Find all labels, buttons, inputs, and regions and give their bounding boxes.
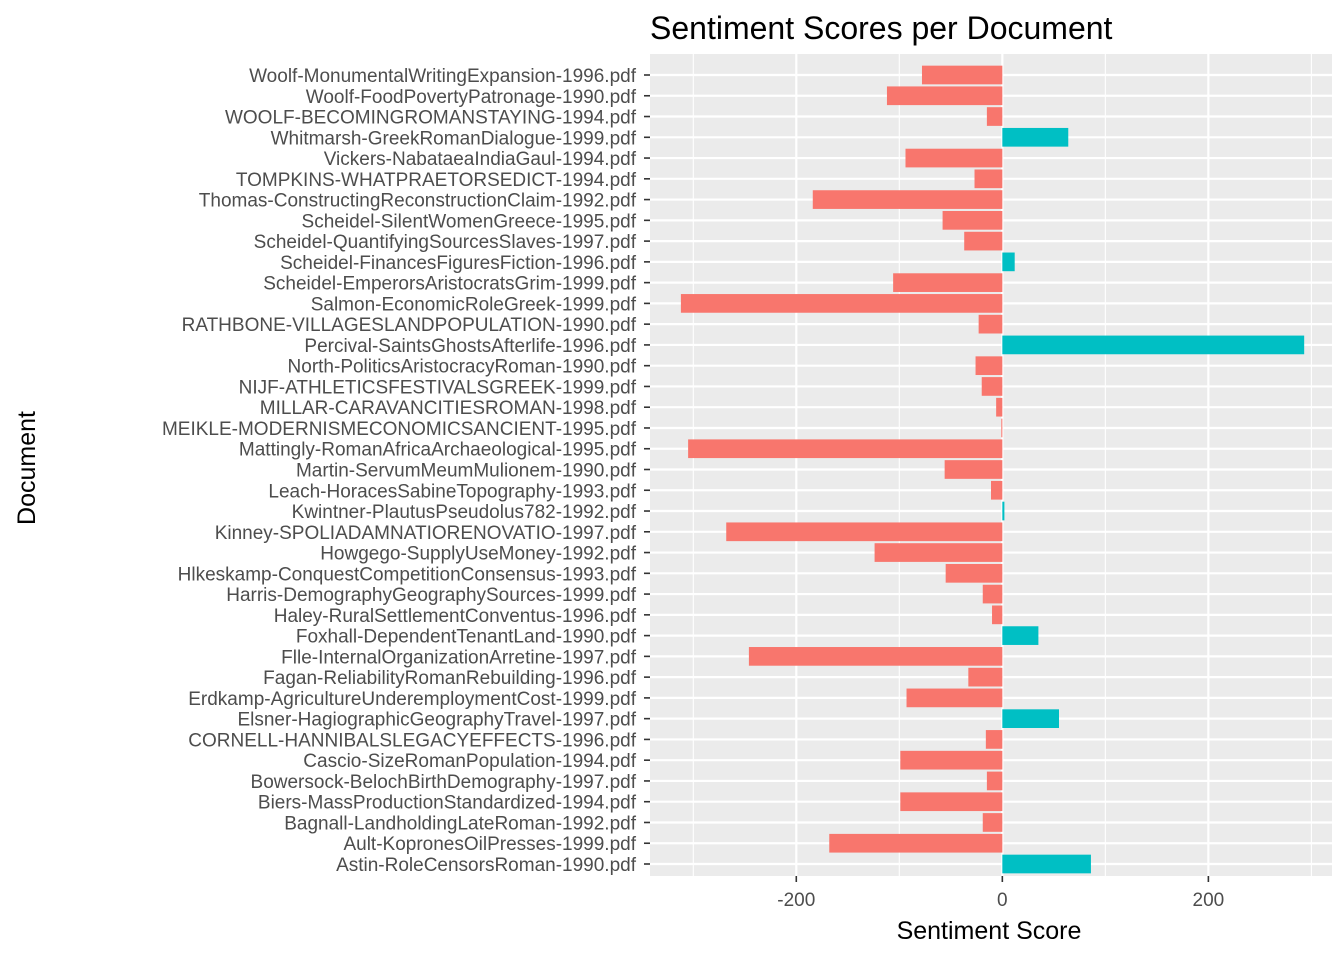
bar (992, 605, 1003, 625)
y-tick-label: TOMPKINS-WHATPRAETORSEDICT-1994.pdf (236, 170, 637, 191)
y-tick-label: Woolf-FoodPovertyPatronage-1990.pdf (306, 87, 637, 108)
x-tick-label: 200 (1193, 890, 1225, 911)
y-tick-label: Kinney-SPOLIADAMNATIORENOVATIO-1997.pdf (215, 523, 637, 544)
y-tick-label: Leach-HoracesSabineTopography-1993.pdf (268, 481, 636, 502)
y-tick-label: Thomas-ConstructingReconstructionClaim-1… (199, 191, 637, 212)
bar (968, 667, 1003, 687)
bar (829, 833, 1003, 853)
y-tick-label: CORNELL-HANNIBALSLEGACYEFFECTS-1996.pdf (188, 730, 636, 751)
bar (991, 480, 1003, 500)
y-tick-label: Scheidel-QuantifyingSourcesSlaves-1997.p… (254, 232, 637, 253)
bar (893, 273, 1003, 292)
y-tick-label: Biers-MassProductionStandardized-1994.pd… (258, 793, 637, 814)
y-tick-label: Erdkamp-AgricultureUnderemploymentCost-1… (188, 689, 636, 710)
y-tick-label: Kwintner-PlautusPseudolus782-1992.pdf (292, 502, 637, 523)
bar (1002, 626, 1039, 645)
bar (1002, 252, 1015, 272)
y-tick-label: Fagan-ReliabilityRomanRebuilding-1996.pd… (263, 668, 637, 689)
y-tick-label: Harris-DemographyGeographySources-1999.p… (226, 585, 636, 606)
y-tick-label: Hlkeskamp-ConquestCompetitionConsensus-1… (178, 564, 637, 585)
bar (1002, 127, 1069, 147)
bar (942, 210, 1003, 230)
y-tick-label: MILLAR-CARAVANCITIESROMAN-1998.pdf (260, 398, 637, 419)
y-tick-label: MEIKLE-MODERNISMECONOMICSANCIENT-1995.pd… (162, 419, 637, 440)
bar (996, 397, 1003, 417)
y-tick-label: Foxhall-DependentTenantLand-1990.pdf (296, 627, 637, 648)
bars (680, 65, 1305, 874)
bar (874, 543, 1003, 562)
y-tick-label: Woolf-MonumentalWritingExpansion-1996.pd… (249, 66, 637, 87)
y-tick-label: Scheidel-SilentWomenGreece-1995.pdf (302, 211, 637, 232)
x-tick-label: 0 (997, 890, 1008, 911)
chart-title: Sentiment Scores per Document (650, 10, 1113, 46)
y-tick-label: Vickers-NabataeaIndiaGaul-1994.pdf (324, 149, 637, 170)
y-tick-label: Astin-RoleCensorsRoman-1990.pdf (336, 855, 637, 876)
bar (680, 294, 1003, 313)
y-tick-label: Mattingly-RomanAfricaArchaeological-1995… (239, 440, 637, 461)
y-tick-label: Percival-SaintsGhostsAfterlife-1996.pdf (304, 336, 636, 357)
bar (900, 750, 1003, 770)
y-tick-label: Ault-KopronesOilPresses-1999.pdf (343, 834, 636, 855)
y-tick-label: Scheidel-EmperorsAristocratsGrim-1999.pd… (263, 274, 636, 295)
y-tick-label: Howgego-SupplyUseMoney-1992.pdf (320, 544, 637, 565)
bar (975, 356, 1003, 376)
bar (986, 107, 1003, 126)
bar (964, 231, 1003, 251)
y-axis-title: Document (13, 411, 41, 525)
y-tick-label: NIJF-ATHLETICSFESTIVALSGREEK-1999.pdf (239, 377, 637, 398)
y-tick-label: Flle-InternalOrganizationArretine-1997.p… (281, 647, 637, 668)
bar (981, 377, 1003, 396)
bar (726, 522, 1003, 542)
x-axis: -200 0 200 (777, 876, 1224, 911)
bar (982, 813, 1003, 832)
y-tick-label: Salmon-EconomicRoleGreek-1999.pdf (311, 294, 637, 315)
x-tick-label: -200 (777, 890, 815, 911)
bar (978, 314, 1003, 334)
bar (982, 584, 1003, 604)
y-axis: Woolf-MonumentalWritingExpansion-1996.pd… (162, 66, 650, 876)
y-tick-label: Elsner-HagiographicGeographyTravel-1997.… (237, 710, 636, 731)
y-tick-label: North-PoliticsAristocracyRoman-1990.pdf (288, 357, 637, 378)
y-tick-label: Scheidel-FinancesFiguresFiction-1996.pdf (280, 253, 637, 274)
bar (974, 169, 1003, 189)
bar (986, 771, 1003, 791)
bar (944, 460, 1003, 479)
y-tick-label: Haley-RuralSettlementConventus-1996.pdf (274, 606, 637, 627)
bar (1001, 418, 1003, 438)
bar (906, 688, 1003, 708)
bar (748, 647, 1003, 666)
bar (945, 563, 1003, 583)
bar (1002, 709, 1059, 729)
y-tick-label: Cascio-SizeRomanPopulation-1994.pdf (303, 751, 636, 772)
y-tick-label: Martin-ServumMeumMulionem-1990.pdf (296, 461, 637, 482)
bar (921, 65, 1003, 85)
y-tick-label: Bowersock-BelochBirthDemography-1997.pdf (251, 772, 637, 793)
bar (1002, 501, 1005, 521)
y-tick-label: Whitmarsh-GreekRomanDialogue-1999.pdf (271, 128, 637, 149)
bar (905, 148, 1003, 168)
bar (985, 730, 1003, 749)
bar (1002, 854, 1091, 874)
bar (886, 86, 1003, 106)
bar (812, 190, 1003, 209)
bar (1002, 335, 1305, 355)
bar (900, 792, 1003, 812)
x-axis-title: Sentiment Score (897, 917, 1082, 945)
y-tick-label: RATHBONE-VILLAGESLANDPOPULATION-1990.pdf (182, 315, 637, 336)
y-tick-label: WOOLF-BECOMINGROMANSTAYING-1994.pdf (225, 108, 637, 129)
bar (688, 439, 1003, 459)
y-tick-label: Bagnall-LandholdingLateRoman-1992.pdf (284, 813, 636, 834)
